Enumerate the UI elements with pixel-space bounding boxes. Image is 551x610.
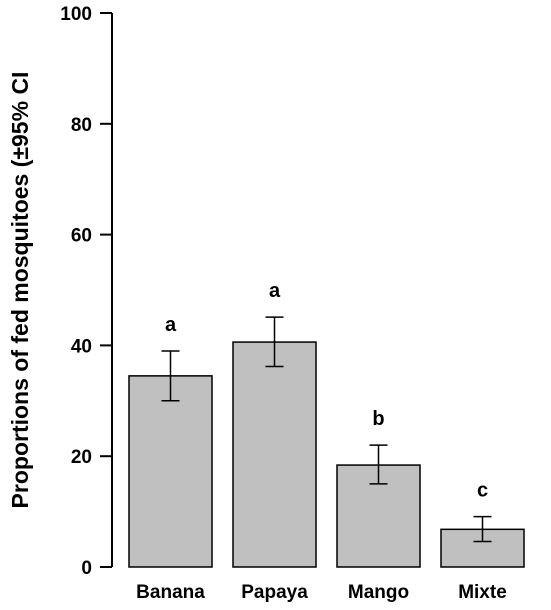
bar-papaya (232, 341, 317, 568)
significance-letter: a (269, 280, 281, 302)
significance-letter: a (165, 314, 177, 336)
x-tick-label: Mango (348, 582, 409, 603)
y-tick-label: 60 (71, 226, 92, 247)
y-axis-title: Proportions of fed mosquitoes (±95% CI (7, 72, 33, 509)
y-tick-label: 80 (71, 115, 92, 136)
bars: a a b c (128, 280, 525, 568)
x-tick-label: Mixte (458, 582, 507, 603)
x-tick-label: Banana (136, 582, 205, 603)
bar-mango (336, 464, 421, 568)
significance-letter: c (477, 480, 488, 502)
y-tick-label: 0 (81, 558, 92, 579)
x-tick-label: Papaya (241, 582, 308, 603)
y-axis: 0 20 40 60 80 100 (60, 4, 113, 579)
y-tick-label: 20 (71, 447, 92, 468)
y-tick-label: 40 (71, 336, 92, 357)
bar-banana (128, 375, 213, 568)
x-axis-labels: Banana Papaya Mango Mixte (136, 582, 507, 603)
significance-letter: b (372, 408, 384, 430)
y-tick-label: 100 (60, 4, 92, 25)
